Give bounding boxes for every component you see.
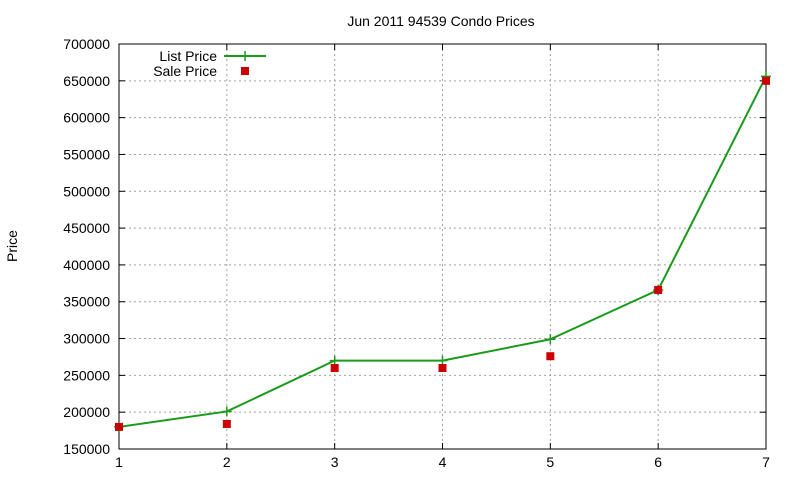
list-price-point	[545, 334, 556, 345]
sale-price-point	[438, 364, 447, 372]
x-tick-label: 7	[762, 454, 770, 470]
x-tick-label: 2	[223, 454, 231, 470]
y-tick-label: 300000	[63, 331, 110, 347]
y-axis-label: Price	[4, 230, 20, 262]
legend: List Price Sale Price	[153, 48, 266, 79]
legend-marker-sale-price	[241, 67, 249, 75]
list-price-point	[221, 406, 232, 417]
series-marks	[114, 71, 771, 432]
x-tick-label: 4	[439, 454, 447, 470]
x-tick-label: 5	[546, 454, 554, 470]
legend-marker-list-price	[240, 51, 250, 61]
y-tick-label: 150000	[63, 441, 110, 457]
y-tick-label: 550000	[63, 146, 110, 162]
y-tick-label: 350000	[63, 294, 110, 310]
x-tick-label: 6	[654, 454, 662, 470]
sale-price-point	[762, 76, 770, 85]
sale-price-point	[330, 364, 339, 372]
sale-price-point	[115, 422, 123, 431]
y-tick-label: 700000	[63, 36, 110, 52]
y-tick-label: 650000	[63, 73, 110, 89]
x-tick-label: 1	[115, 454, 123, 470]
list-price-point	[437, 355, 448, 366]
y-tick-label: 200000	[63, 404, 110, 420]
legend-label-list-price: List Price	[159, 48, 217, 64]
sale-price-point	[222, 419, 231, 428]
grid-lines	[119, 44, 766, 449]
y-tick-label: 450000	[63, 220, 110, 236]
y-tick-label: 500000	[63, 183, 110, 199]
x-tick-label: 3	[331, 454, 339, 470]
y-tick-label: 600000	[63, 110, 110, 126]
list-price-point	[329, 355, 340, 366]
sale-price-point	[654, 285, 663, 294]
axis-ticks: 1500002000002500003000003500004000004500…	[63, 36, 770, 470]
legend-label-sale-price: Sale Price	[153, 63, 217, 79]
y-tick-label: 400000	[63, 257, 110, 273]
sale-price-point	[546, 352, 555, 361]
y-tick-label: 250000	[63, 367, 110, 383]
chart-title: Jun 2011 94539 Condo Prices	[347, 13, 534, 29]
